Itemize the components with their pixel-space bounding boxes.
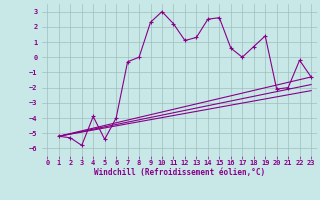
X-axis label: Windchill (Refroidissement éolien,°C): Windchill (Refroidissement éolien,°C) (94, 168, 265, 177)
